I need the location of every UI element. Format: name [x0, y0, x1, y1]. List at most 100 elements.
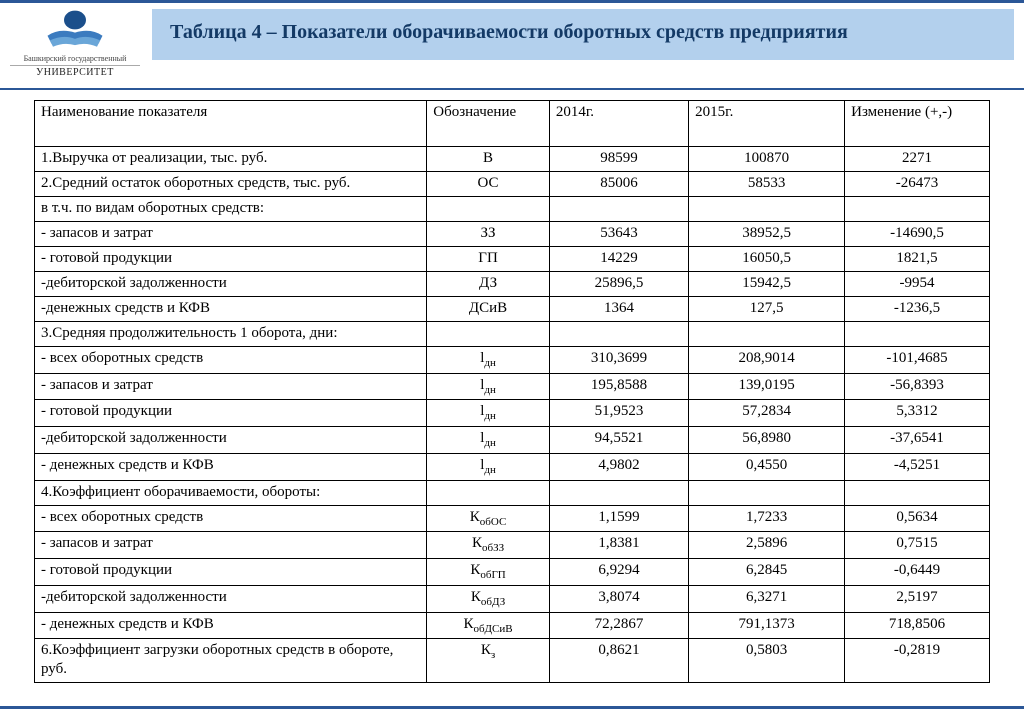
logo-block: Башкирский государственный УНИВЕРСИТЕТ [10, 9, 140, 78]
cell-2014 [549, 196, 688, 221]
cell-change: 718,8506 [845, 612, 990, 639]
cell-2014: 51,9523 [549, 400, 688, 427]
cell-change: -56,8393 [845, 373, 990, 400]
cell-change: -14690,5 [845, 221, 990, 246]
table-row: - всех оборотных средствlдн310,3699208,9… [35, 346, 990, 373]
cell-change: -0,6449 [845, 559, 990, 586]
col-change: Изменение (+,-) [845, 100, 990, 146]
cell-2014: 3,8074 [549, 585, 688, 612]
cell-name: 2.Средний остаток оборотных средств, тыс… [35, 171, 427, 196]
table-row: -дебиторской задолженностиКобДЗ3,80746,3… [35, 585, 990, 612]
cell-2015: 208,9014 [689, 346, 845, 373]
cell-change: -37,6541 [845, 427, 990, 454]
table-row: - запасов и затратlдн195,8588139,0195-56… [35, 373, 990, 400]
cell-name: - готовой продукции [35, 400, 427, 427]
cell-2015: 791,1373 [689, 612, 845, 639]
cell-2014: 1364 [549, 296, 688, 321]
cell-2015: 16050,5 [689, 246, 845, 271]
cell-name: - готовой продукции [35, 559, 427, 586]
cell-name: -денежных средств и КФВ [35, 296, 427, 321]
cell-symbol: lдн [427, 373, 550, 400]
cell-2015 [689, 196, 845, 221]
cell-symbol: lдн [427, 453, 550, 480]
cell-symbol [427, 321, 550, 346]
cell-2014: 94,5521 [549, 427, 688, 454]
col-2015: 2015г. [689, 100, 845, 146]
cell-symbol: ДЗ [427, 271, 550, 296]
cell-symbol: ГП [427, 246, 550, 271]
cell-2014: 1,1599 [549, 505, 688, 532]
table-row: - готовой продукцииКобГП6,92946,2845-0,6… [35, 559, 990, 586]
cell-name: - всех оборотных средств [35, 346, 427, 373]
table-row: -дебиторской задолженностиДЗ25896,515942… [35, 271, 990, 296]
cell-name: 1.Выручка от реализации, тыс. руб. [35, 146, 427, 171]
university-logo-icon [35, 9, 115, 53]
cell-symbol [427, 480, 550, 505]
cell-2014: 4,9802 [549, 453, 688, 480]
table-row: 4.Коэффициент оборачиваемости, обороты: [35, 480, 990, 505]
cell-name: 3.Средняя продолжительность 1 оборота, д… [35, 321, 427, 346]
cell-change: -26473 [845, 171, 990, 196]
cell-name: - готовой продукции [35, 246, 427, 271]
cell-2015: 127,5 [689, 296, 845, 321]
cell-2015: 139,0195 [689, 373, 845, 400]
table-container: Наименование показателя Обозначение 2014… [0, 96, 1024, 684]
cell-change: 0,7515 [845, 532, 990, 559]
table-row: - запасов и затратКобЗЗ1,83812,58960,751… [35, 532, 990, 559]
cell-name: - запасов и затрат [35, 532, 427, 559]
cell-2015 [689, 321, 845, 346]
table-row: 2.Средний остаток оборотных средств, тыс… [35, 171, 990, 196]
cell-2015: 38952,5 [689, 221, 845, 246]
cell-symbol: Кз [427, 639, 550, 683]
cell-symbol: ДСиВ [427, 296, 550, 321]
cell-2015: 2,5896 [689, 532, 845, 559]
cell-change: 1821,5 [845, 246, 990, 271]
cell-symbol: ЗЗ [427, 221, 550, 246]
cell-name: -дебиторской задолженности [35, 585, 427, 612]
cell-symbol: ОС [427, 171, 550, 196]
table-row: 3.Средняя продолжительность 1 оборота, д… [35, 321, 990, 346]
table-row: -денежных средств и КФВДСиВ1364127,5-123… [35, 296, 990, 321]
cell-name: - денежных средств и КФВ [35, 612, 427, 639]
cell-name: -дебиторской задолженности [35, 427, 427, 454]
cell-name: -дебиторской задолженности [35, 271, 427, 296]
col-2014: 2014г. [549, 100, 688, 146]
cell-symbol: lдн [427, 427, 550, 454]
cell-name: в т.ч. по видам оборотных средств: [35, 196, 427, 221]
cell-2014: 85006 [549, 171, 688, 196]
cell-change: -4,5251 [845, 453, 990, 480]
cell-2015 [689, 480, 845, 505]
cell-change: 5,3312 [845, 400, 990, 427]
cell-symbol: КобЗЗ [427, 532, 550, 559]
cell-symbol: КобГП [427, 559, 550, 586]
cell-2015: 0,5803 [689, 639, 845, 683]
table-title: Таблица 4 – Показатели оборачиваемости о… [152, 9, 1014, 60]
cell-2014: 25896,5 [549, 271, 688, 296]
cell-2014 [549, 480, 688, 505]
table-row: -дебиторской задолженностиlдн94,552156,8… [35, 427, 990, 454]
table-row: - всех оборотных средствКобОС1,15991,723… [35, 505, 990, 532]
cell-name: - всех оборотных средств [35, 505, 427, 532]
cell-2015: 15942,5 [689, 271, 845, 296]
divider-rule [0, 88, 1024, 90]
cell-2015: 100870 [689, 146, 845, 171]
table-row: - готовой продукцииГП1422916050,51821,5 [35, 246, 990, 271]
cell-name: - запасов и затрат [35, 221, 427, 246]
cell-2014: 6,9294 [549, 559, 688, 586]
cell-symbol: lдн [427, 400, 550, 427]
cell-2015: 1,7233 [689, 505, 845, 532]
cell-change [845, 196, 990, 221]
cell-2015: 6,3271 [689, 585, 845, 612]
cell-change: -0,2819 [845, 639, 990, 683]
cell-2015: 58533 [689, 171, 845, 196]
cell-symbol: КобДСиВ [427, 612, 550, 639]
table-row: - запасов и затратЗЗ5364338952,5-14690,5 [35, 221, 990, 246]
cell-symbol: lдн [427, 346, 550, 373]
cell-change [845, 321, 990, 346]
cell-2014: 72,2867 [549, 612, 688, 639]
cell-2014: 310,3699 [549, 346, 688, 373]
table-row: в т.ч. по видам оборотных средств: [35, 196, 990, 221]
cell-change [845, 480, 990, 505]
cell-2014: 195,8588 [549, 373, 688, 400]
cell-change: -101,4685 [845, 346, 990, 373]
